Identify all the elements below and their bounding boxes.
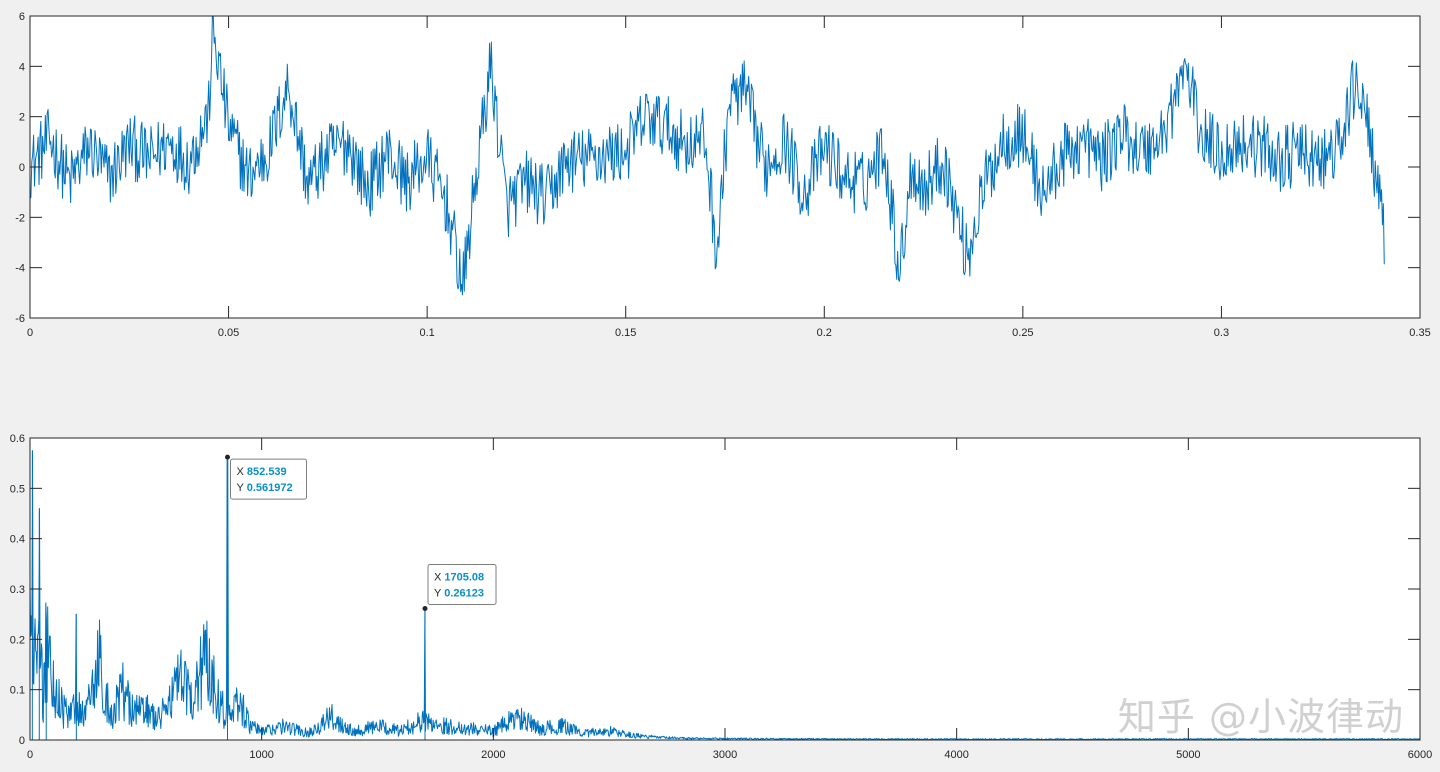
- spectrum-axes[interactable]: 0 1000 2000 3000 4000 5000 6000 0 0.1 0.2 0.3 0.4 0.…: [10, 433, 1433, 761]
- y-tick-label: 6: [19, 11, 25, 23]
- datatip-y: Y 0.26123: [434, 588, 484, 600]
- watermark: 知乎 @小波律动: [1117, 695, 1404, 739]
- y-tick-label: -6: [15, 313, 25, 325]
- x-tick-label: 1000: [249, 749, 273, 761]
- x-tick-label: 0.2: [817, 327, 832, 339]
- y-tick-label: 0: [19, 162, 25, 174]
- datatip-box: [230, 458, 308, 500]
- datatip-x-label: X: [237, 466, 247, 478]
- x-tick-label: 0: [27, 749, 33, 761]
- datatip-x: X 852.539: [237, 466, 287, 478]
- datatip-y-label: Y: [237, 482, 247, 494]
- y-tick-label: 0.5: [10, 483, 25, 495]
- y-tick-label: -2: [15, 212, 25, 224]
- datatip-y-value: 0.26123: [444, 588, 484, 600]
- datatip-marker: [225, 454, 231, 460]
- y-tick-label: 0: [19, 735, 25, 747]
- x-tick-label: 0: [27, 327, 33, 339]
- x-tick-label: 0.15: [615, 327, 636, 339]
- y-tick-label: 0.6: [10, 433, 25, 445]
- y-tick-label: -4: [15, 263, 25, 275]
- datatip-x-value: 1705.08: [444, 572, 484, 584]
- axes-background: [30, 16, 1420, 318]
- x-tick-label: 6000: [1408, 749, 1432, 761]
- x-tick-label: 0.25: [1012, 327, 1033, 339]
- x-tick-label: 0.35: [1409, 327, 1430, 339]
- datatip-y-label: Y: [434, 588, 444, 600]
- x-tick-label: 0.05: [218, 327, 239, 339]
- y-tick-label: 4: [19, 61, 25, 73]
- datatip-x: X 1705.08: [434, 572, 484, 584]
- y-tick-label: 2: [19, 112, 25, 124]
- x-tick-label: 4000: [944, 749, 968, 761]
- datatip-y-value: 0.561972: [247, 482, 293, 494]
- x-tick-label: 5000: [1176, 749, 1200, 761]
- x-tick-label: 2000: [481, 749, 505, 761]
- datatip-box: [427, 564, 497, 606]
- datatip[interactable]: X 1705.08Y 0.26123: [422, 564, 497, 612]
- y-tick-label: 0.3: [10, 584, 25, 596]
- datatip-x-value: 852.539: [247, 466, 287, 478]
- y-tick-label: 0.4: [10, 534, 25, 546]
- x-tick-label: 0.1: [419, 327, 434, 339]
- y-tick-label: 0.2: [10, 634, 25, 646]
- series-line: [29, 15, 1385, 296]
- y-tick-label: 0.1: [10, 685, 25, 697]
- x-tick-label: 0.3: [1214, 327, 1229, 339]
- datatip-x-label: X: [434, 572, 444, 584]
- x-tick-label: 3000: [713, 749, 737, 761]
- datatip-marker: [422, 606, 428, 612]
- time-domain-axes[interactable]: 0 0.05 0.1 0.15 0.2 0.25 0.3 0.35 -6 -4 -2 0 2 4 6: [15, 11, 1430, 339]
- datatip-y: Y 0.561972: [237, 482, 293, 494]
